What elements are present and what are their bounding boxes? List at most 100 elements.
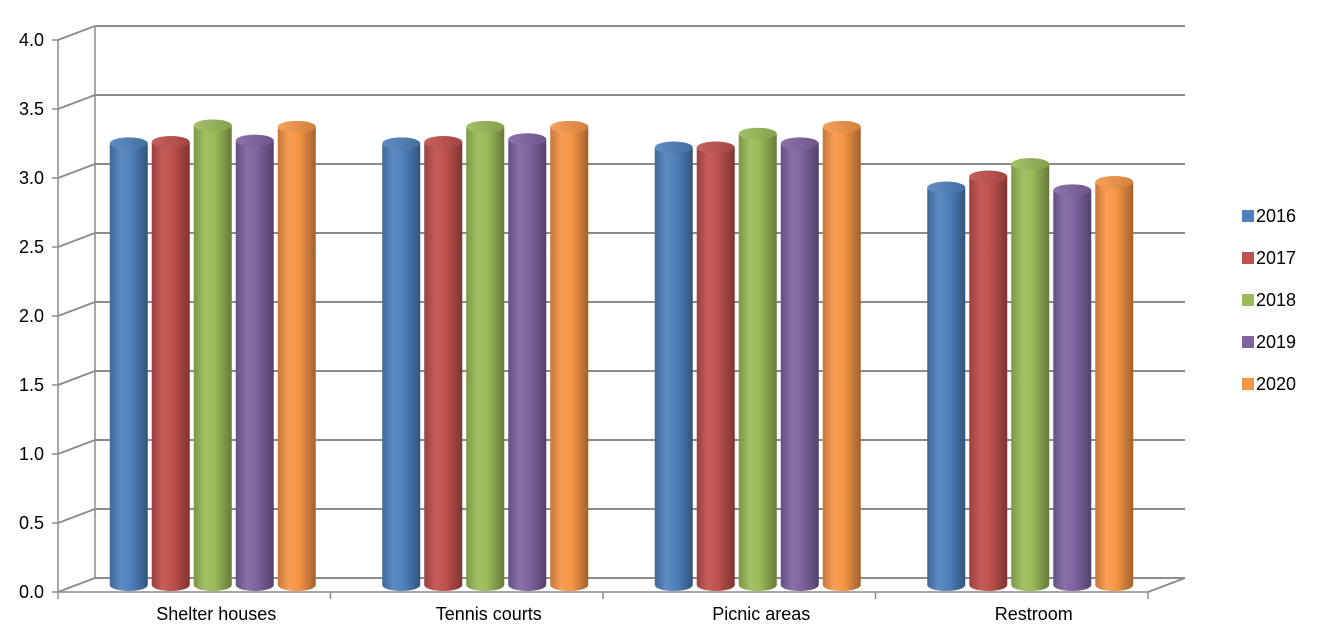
x-tick-label: Picnic areas — [712, 604, 810, 624]
y-tick-label: 2.5 — [19, 237, 44, 257]
y-tick-label: 3.0 — [19, 168, 44, 188]
bar — [1095, 176, 1134, 592]
bar-top — [654, 141, 693, 154]
bar-top — [151, 136, 190, 149]
bar-body — [696, 147, 735, 592]
bar — [424, 136, 463, 591]
gridline-depth — [57, 577, 96, 593]
bar-top — [550, 120, 589, 133]
y-tick-label: 0.5 — [19, 513, 44, 533]
y-tick-label: 3.5 — [19, 99, 44, 119]
bar — [1011, 158, 1050, 591]
x-tick-label: Restroom — [995, 604, 1073, 624]
gridline-depth — [57, 301, 96, 317]
bar — [654, 141, 693, 592]
bar-body — [550, 126, 589, 591]
bar — [969, 170, 1008, 591]
bar-body — [235, 140, 274, 591]
bar — [780, 137, 819, 591]
bar — [277, 120, 316, 591]
legend-item: 2016 — [1242, 206, 1296, 226]
floor-right-edge — [1147, 577, 1186, 593]
bar-top — [696, 141, 735, 154]
bar-top — [780, 137, 819, 150]
legend: 2016 2017 2018 2019 2020 — [1242, 206, 1296, 394]
bar-top — [738, 127, 777, 140]
bar-top — [1095, 176, 1134, 189]
bar-body — [1053, 190, 1092, 591]
legend-swatch — [1242, 294, 1254, 306]
gridline-depth — [57, 25, 96, 41]
legend-item: 2017 — [1242, 248, 1296, 268]
bar-top — [927, 181, 966, 194]
bar — [1053, 184, 1092, 591]
bar-body — [1095, 182, 1134, 592]
y-axis: 0.0 0.5 1.0 1.5 2.0 2.5 3.0 3.5 4.0 — [19, 30, 58, 602]
bar — [927, 181, 966, 591]
bar-top — [969, 170, 1008, 183]
bar-body — [508, 139, 547, 591]
bar — [193, 119, 232, 592]
legend-label: 2020 — [1256, 374, 1296, 394]
y-tick-label: 2.0 — [19, 306, 44, 326]
gridline-depth — [57, 370, 96, 386]
bar — [550, 120, 589, 591]
y-tick-label: 1.0 — [19, 444, 44, 464]
y-tick-label: 4.0 — [19, 30, 44, 50]
bar-top — [1053, 184, 1092, 197]
bar — [382, 137, 421, 591]
bar — [235, 134, 274, 591]
gridline-depth — [57, 439, 96, 455]
bar-top — [424, 136, 463, 149]
bar-body — [277, 126, 316, 591]
bar-body — [193, 125, 232, 592]
bar-body — [969, 176, 1008, 591]
bars — [109, 119, 1134, 592]
bar-top — [822, 120, 861, 133]
legend-label: 2017 — [1256, 248, 1296, 268]
bar-body — [738, 133, 777, 592]
bar-top — [508, 133, 547, 146]
bar-body — [927, 187, 966, 591]
legend-item: 2019 — [1242, 332, 1296, 352]
bar-top — [193, 119, 232, 132]
bar — [109, 137, 148, 591]
bar — [466, 120, 505, 591]
legend-swatch — [1242, 210, 1254, 222]
bar-body — [382, 143, 421, 591]
bar-top — [466, 120, 505, 133]
bar — [151, 136, 190, 591]
legend-label: 2018 — [1256, 290, 1296, 310]
bar — [508, 133, 547, 591]
bar-body — [822, 126, 861, 591]
gridline-depth — [57, 508, 96, 524]
legend-swatch — [1242, 378, 1254, 390]
gridline-depth — [57, 163, 96, 179]
bar — [738, 127, 777, 592]
bar-body — [654, 147, 693, 592]
bar-top — [277, 120, 316, 133]
bar-body — [1011, 164, 1050, 591]
bar-top — [235, 134, 274, 147]
x-axis: Shelter houses Tennis courts Picnic areas R… — [57, 577, 1186, 624]
legend-swatch — [1242, 336, 1254, 348]
legend-item: 2020 — [1242, 374, 1296, 394]
bar-top — [1011, 158, 1050, 171]
legend-swatch — [1242, 252, 1254, 264]
legend-label: 2016 — [1256, 206, 1296, 226]
bar-body — [424, 142, 463, 591]
bar-body — [109, 143, 148, 591]
bar-top — [382, 137, 421, 150]
gridline-depth — [57, 94, 96, 110]
bar-body — [780, 143, 819, 591]
bar-body — [466, 126, 505, 591]
legend-item: 2018 — [1242, 290, 1296, 310]
y-tick-label: 1.5 — [19, 375, 44, 395]
gridline-depth — [57, 232, 96, 248]
x-tick-label: Shelter houses — [156, 604, 276, 624]
bar — [696, 141, 735, 592]
y-tick-label: 0.0 — [19, 582, 44, 602]
bar — [822, 120, 861, 591]
x-tick-label: Tennis courts — [436, 604, 542, 624]
